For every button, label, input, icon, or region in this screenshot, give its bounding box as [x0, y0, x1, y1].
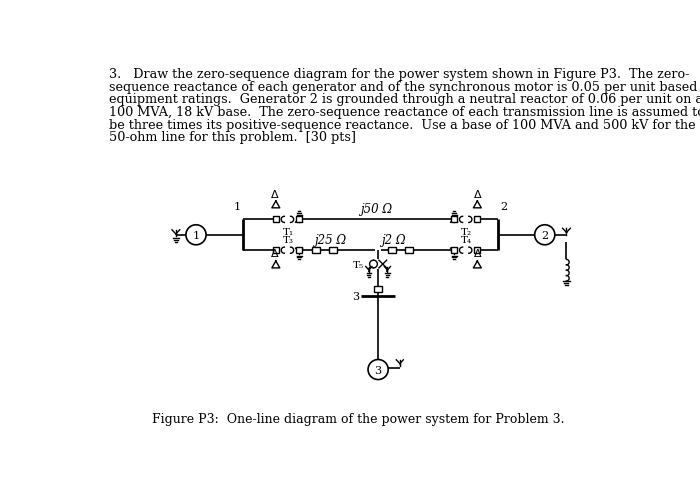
Text: Δ: Δ — [475, 189, 482, 199]
Bar — [474, 217, 480, 223]
Text: Δ: Δ — [271, 248, 279, 258]
Text: equipment ratings.  Generator 2 is grounded through a neutral reactor of 0.06 pe: equipment ratings. Generator 2 is ground… — [109, 93, 700, 106]
Bar — [296, 217, 302, 223]
Text: 3.   Draw the zero-sequence diagram for the power system shown in Figure P3.  Th: 3. Draw the zero-sequence diagram for th… — [109, 68, 690, 81]
Text: Δ: Δ — [475, 248, 482, 258]
Text: 2: 2 — [541, 230, 548, 240]
Bar — [273, 217, 279, 223]
Bar — [451, 247, 457, 254]
Text: Δ: Δ — [271, 189, 279, 199]
Circle shape — [368, 360, 388, 380]
Bar — [374, 286, 382, 292]
Text: 1: 1 — [234, 201, 241, 211]
Bar — [329, 247, 337, 254]
Text: T₄: T₄ — [461, 235, 472, 244]
Bar — [451, 217, 457, 223]
Circle shape — [186, 225, 206, 245]
Text: j25 Ω: j25 Ω — [314, 233, 346, 246]
Text: be three times its positive-sequence reactance.  Use a base of 100 MVA and 500 k: be three times its positive-sequence rea… — [109, 119, 696, 131]
Bar — [273, 247, 279, 254]
Text: j50 Ω: j50 Ω — [360, 203, 393, 215]
Text: T₁: T₁ — [283, 227, 294, 237]
Bar — [296, 247, 302, 254]
Bar — [405, 247, 413, 254]
Text: T₃: T₃ — [283, 235, 294, 244]
Bar — [389, 247, 396, 254]
Text: j2 Ω: j2 Ω — [382, 233, 406, 246]
Text: Figure P3:  One-line diagram of the power system for Problem 3.: Figure P3: One-line diagram of the power… — [153, 412, 565, 425]
Text: 1: 1 — [193, 230, 200, 240]
Text: 3: 3 — [374, 365, 382, 375]
Bar — [312, 247, 320, 254]
Circle shape — [535, 225, 555, 245]
Text: sequence reactance of each generator and of the synchronous motor is 0.05 per un: sequence reactance of each generator and… — [109, 81, 700, 93]
Text: 50-ohm line for this problem.  [30 pts]: 50-ohm line for this problem. [30 pts] — [109, 131, 356, 144]
Text: 2: 2 — [500, 201, 508, 211]
Text: T₂: T₂ — [461, 227, 472, 237]
Text: T₅: T₅ — [353, 260, 364, 269]
Bar — [474, 247, 480, 254]
Text: 100 MVA, 18 kV base.  The zero-sequence reactance of each transmission line is a: 100 MVA, 18 kV base. The zero-sequence r… — [109, 106, 700, 119]
Text: 3: 3 — [352, 292, 360, 302]
